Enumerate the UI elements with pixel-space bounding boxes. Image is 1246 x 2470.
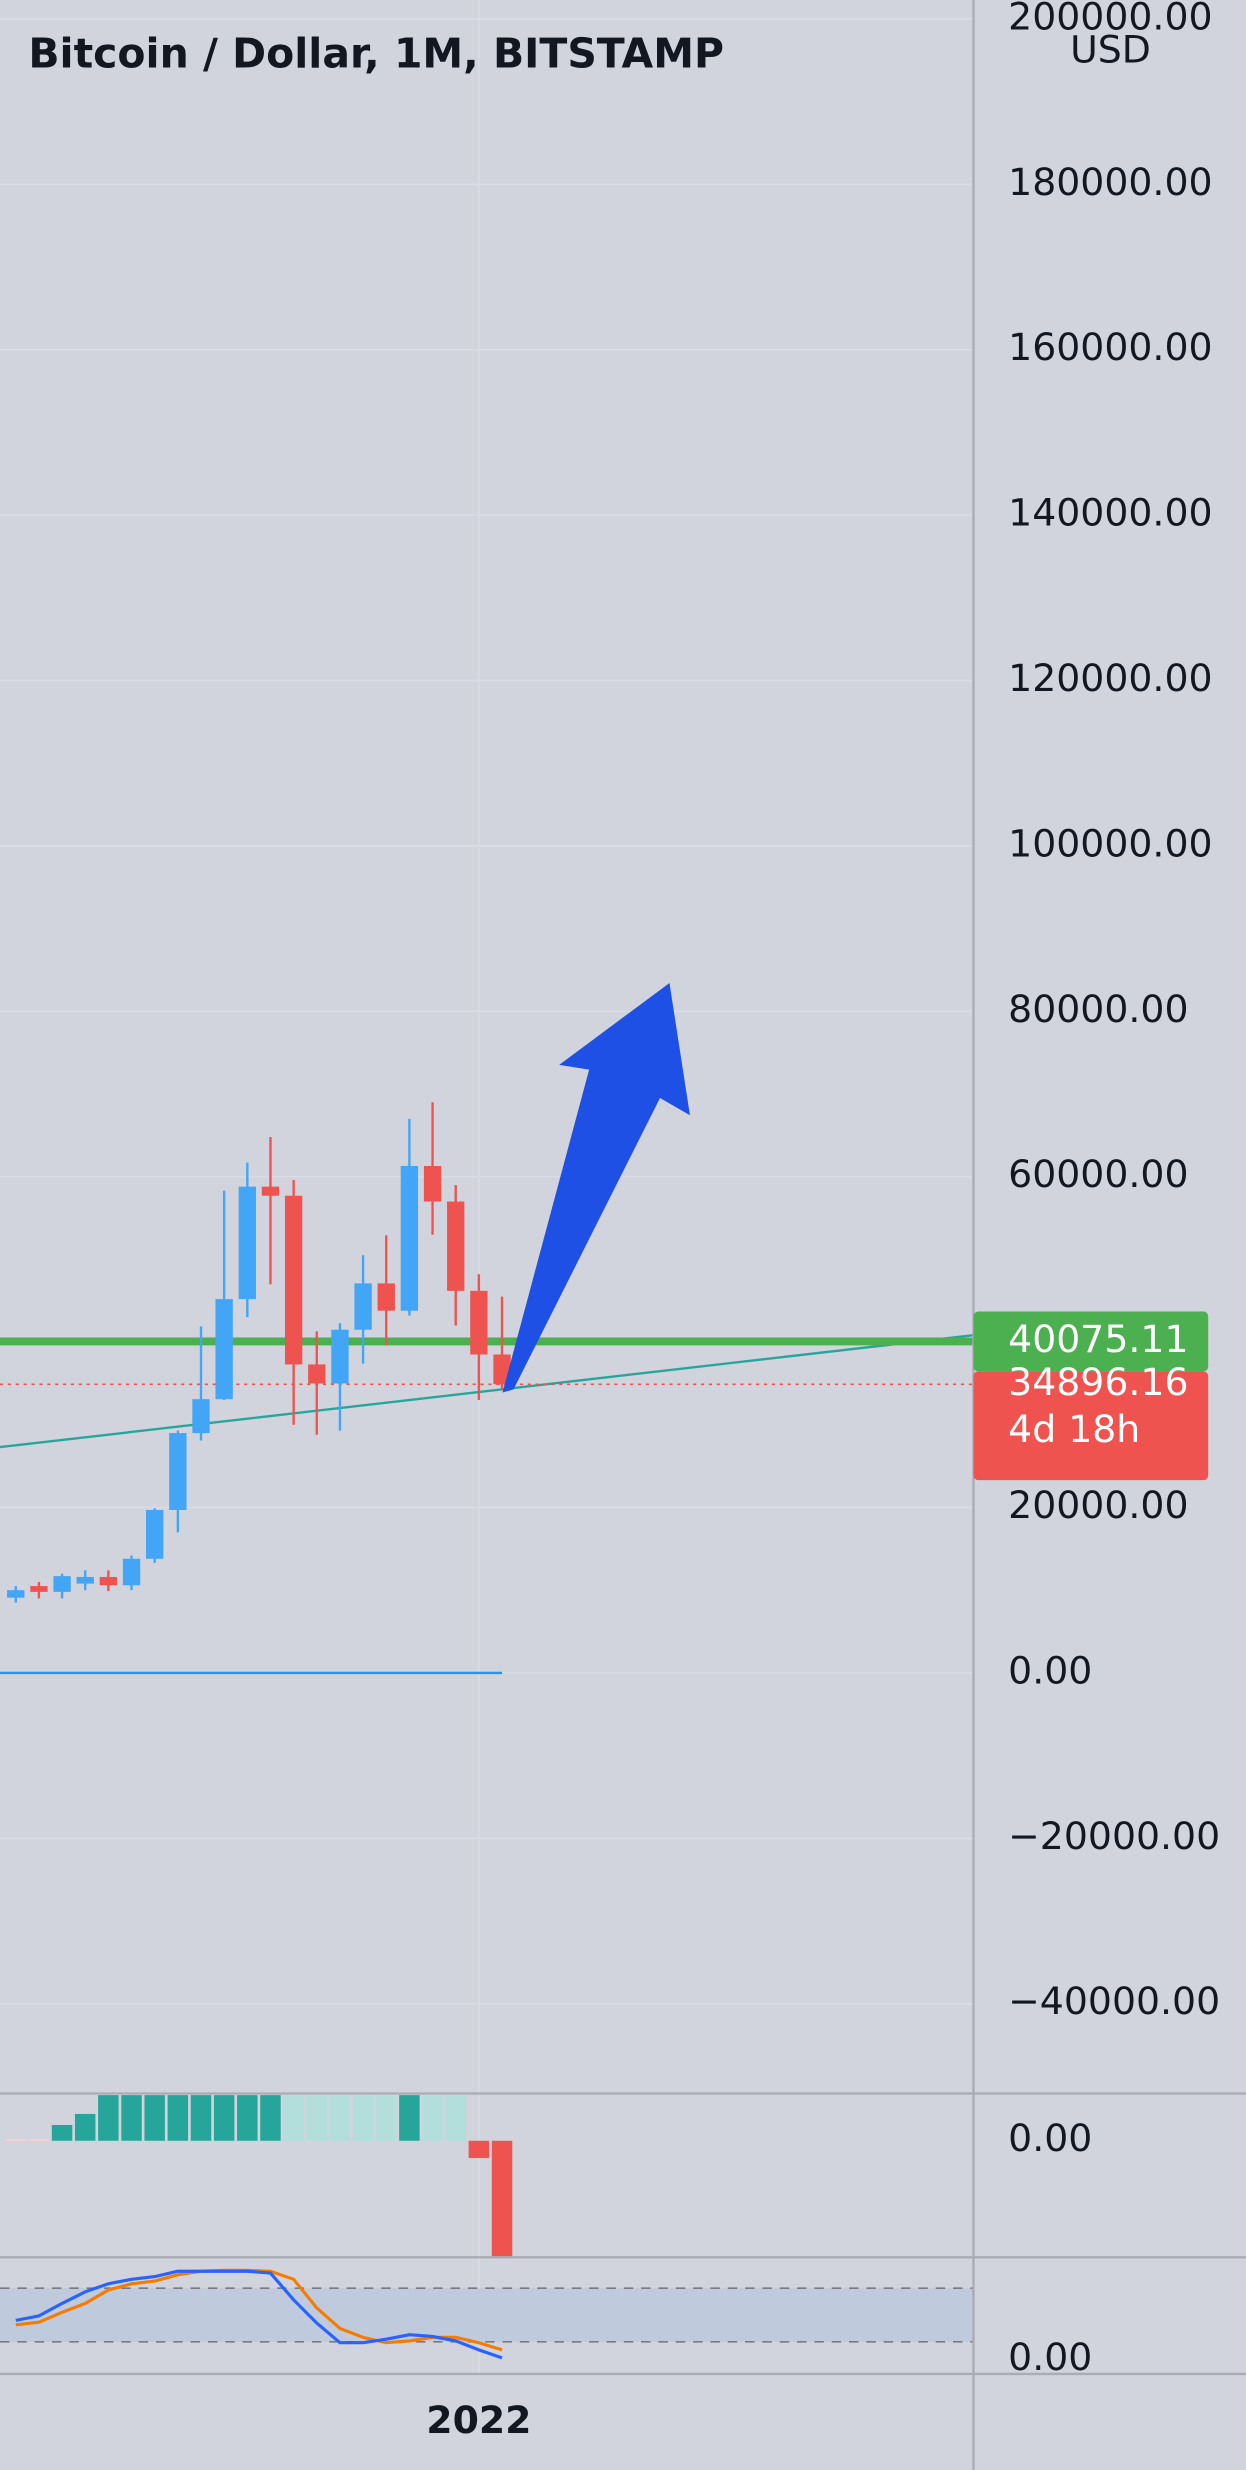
histogram-bar: [399, 2095, 420, 2141]
histogram-bar: [376, 2095, 397, 2141]
histogram-bar: [74, 2113, 96, 2141]
y-tick-label: 100000.00: [1008, 821, 1212, 865]
histogram-bar: [283, 2095, 304, 2141]
histogram-tick-label: 0.00: [1008, 2116, 1092, 2160]
candle-body: [146, 1509, 164, 1559]
histogram-bar: [237, 2095, 258, 2141]
histogram-bar: [352, 2095, 374, 2141]
y-tick-label: 140000.00: [1008, 491, 1212, 535]
histogram-bar: [329, 2095, 351, 2141]
last-price-label: 34896.16: [1008, 1360, 1188, 1404]
histogram-bar: [260, 2095, 281, 2141]
candle-body: [447, 1201, 465, 1291]
last-price-tag: [973, 1371, 1209, 1481]
candle-body: [261, 1186, 280, 1196]
candle-body: [331, 1329, 349, 1384]
y-tick-label: 60000.00: [1008, 1152, 1188, 1196]
y-tick-label: −40000.00: [1008, 1979, 1220, 2023]
y-tick-label: 120000.00: [1008, 656, 1212, 700]
y-tick-label: 180000.00: [1008, 160, 1212, 204]
histogram-bar: [468, 2140, 490, 2159]
y-tick-label: 20000.00: [1008, 1483, 1188, 1527]
candle-body: [470, 1290, 488, 1355]
candle-body: [76, 1576, 94, 1584]
histogram-bar: [144, 2095, 165, 2141]
candle-body: [238, 1186, 256, 1300]
histogram-bar: [167, 2095, 189, 2141]
candle-body: [7, 1590, 25, 1598]
histogram-bar: [306, 2095, 328, 2141]
candle-body: [122, 1558, 141, 1586]
chart-title: Bitcoin / Dollar, 1M, BITSTAMP: [28, 30, 724, 78]
y-tick-label: 80000.00: [1008, 987, 1188, 1031]
currency-label: USD: [1070, 28, 1151, 72]
candle-body: [192, 1399, 210, 1434]
histogram-bar: [28, 2139, 50, 2141]
trendline: [0, 1333, 974, 1449]
x-tick-label: 2022: [426, 2398, 531, 2442]
y-tick-label: 160000.00: [1008, 325, 1212, 369]
candle-body: [30, 1586, 48, 1592]
candle-body: [354, 1283, 372, 1330]
histogram-bar: [213, 2095, 235, 2141]
oscillator-band: [0, 2288, 974, 2342]
y-tick-label: 0.00: [1008, 1648, 1092, 1692]
candle-body: [308, 1364, 326, 1384]
candle-body: [400, 1165, 419, 1311]
level-tag-label: 40075.11: [1008, 1317, 1188, 1361]
countdown-label: 4d 18h: [1008, 1407, 1140, 1451]
histogram-bar: [491, 2140, 513, 2258]
candle-body: [215, 1299, 233, 1400]
histogram-bar: [51, 2125, 73, 2141]
histogram-bar: [422, 2095, 443, 2141]
oscillator-line: [15, 2269, 503, 2360]
candle-body: [53, 1576, 71, 1592]
level-tag: [973, 1311, 1209, 1372]
candle-body: [423, 1165, 442, 1202]
candle-body: [99, 1576, 118, 1586]
histogram-bar: [5, 2139, 26, 2141]
oscillator-tick-label: 0.00: [1008, 2335, 1092, 2379]
histogram-bar: [190, 2095, 212, 2141]
candle-body: [169, 1433, 187, 1510]
y-tick-label: 200000.00: [1008, 0, 1212, 38]
candle-body: [377, 1283, 395, 1311]
histogram-bar: [445, 2095, 466, 2141]
y-tick-label: −20000.00: [1008, 1814, 1220, 1858]
histogram-bar: [98, 2095, 119, 2141]
candle-body: [284, 1195, 303, 1365]
histogram-bar: [121, 2095, 142, 2141]
arrow-annotation: [502, 982, 690, 1393]
candle-body: [493, 1354, 511, 1385]
